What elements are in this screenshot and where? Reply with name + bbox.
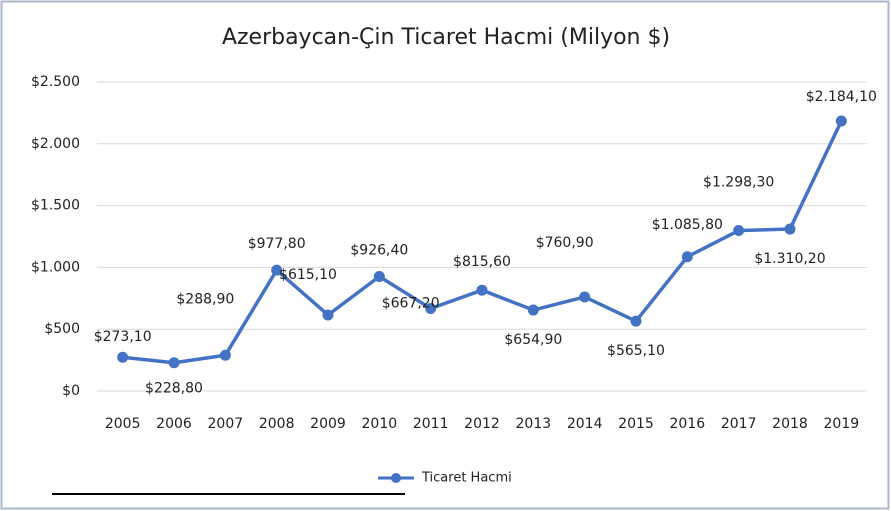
x-tick-label: 2019: [824, 416, 860, 432]
data-label: $228,80: [145, 381, 203, 397]
data-point: [117, 351, 129, 363]
data-label: $977,80: [248, 236, 306, 252]
x-tick-label: 2013: [516, 416, 552, 432]
x-tick-label: 2012: [464, 416, 500, 432]
data-label: $1.085,80: [652, 217, 723, 233]
data-point: [219, 349, 231, 361]
data-label: $565,10: [607, 343, 665, 359]
x-tick-label: 2006: [156, 416, 192, 432]
x-tick-label: 2007: [208, 416, 244, 432]
data-label: $615,10: [279, 267, 337, 283]
data-point: [425, 303, 437, 315]
data-label: $288,90: [176, 291, 234, 307]
data-label: $1.298,30: [703, 175, 774, 191]
data-point: [733, 225, 745, 237]
x-tick-label: 2017: [721, 416, 757, 432]
x-tick-label: 2018: [772, 416, 808, 432]
data-point: [271, 264, 283, 276]
y-tick-label: $2.500: [31, 74, 80, 90]
data-label: $760,90: [536, 235, 594, 251]
data-point: [373, 270, 385, 282]
y-tick-label: $0: [62, 383, 80, 399]
data-label: $926,40: [350, 242, 408, 258]
y-tick-label: $2.000: [31, 136, 80, 152]
y-tick-label: $500: [44, 321, 80, 337]
data-label: $273,10: [94, 329, 152, 345]
x-tick-label: 2010: [362, 416, 398, 432]
data-label: $667,20: [382, 296, 440, 312]
legend-label: Ticaret Hacmi: [421, 471, 512, 486]
legend-marker: [391, 473, 401, 483]
data-point: [835, 115, 847, 127]
x-tick-label: 2011: [413, 416, 449, 432]
chart-title: Azerbaycan-Çin Ticaret Hacmi (Milyon $): [222, 25, 670, 50]
x-tick-label: 2016: [670, 416, 706, 432]
data-point: [681, 251, 693, 263]
data-point: [784, 223, 796, 235]
data-point: [476, 284, 488, 296]
x-tick-label: 2008: [259, 416, 295, 432]
x-tick-label: 2014: [567, 416, 603, 432]
data-point: [527, 304, 539, 316]
data-point: [579, 291, 591, 303]
data-label: $2.184,10: [806, 89, 877, 105]
data-label: $815,60: [453, 254, 511, 270]
x-tick-label: 2009: [310, 416, 346, 432]
data-label: $1.310,20: [754, 251, 825, 267]
data-point: [322, 309, 334, 321]
x-tick-label: 2015: [618, 416, 654, 432]
data-point: [630, 315, 642, 327]
y-tick-label: $1.500: [31, 198, 80, 214]
x-tick-label: 2005: [105, 416, 141, 432]
data-label: $654,90: [504, 332, 562, 348]
y-tick-label: $1.000: [31, 259, 80, 275]
data-point: [168, 357, 180, 369]
